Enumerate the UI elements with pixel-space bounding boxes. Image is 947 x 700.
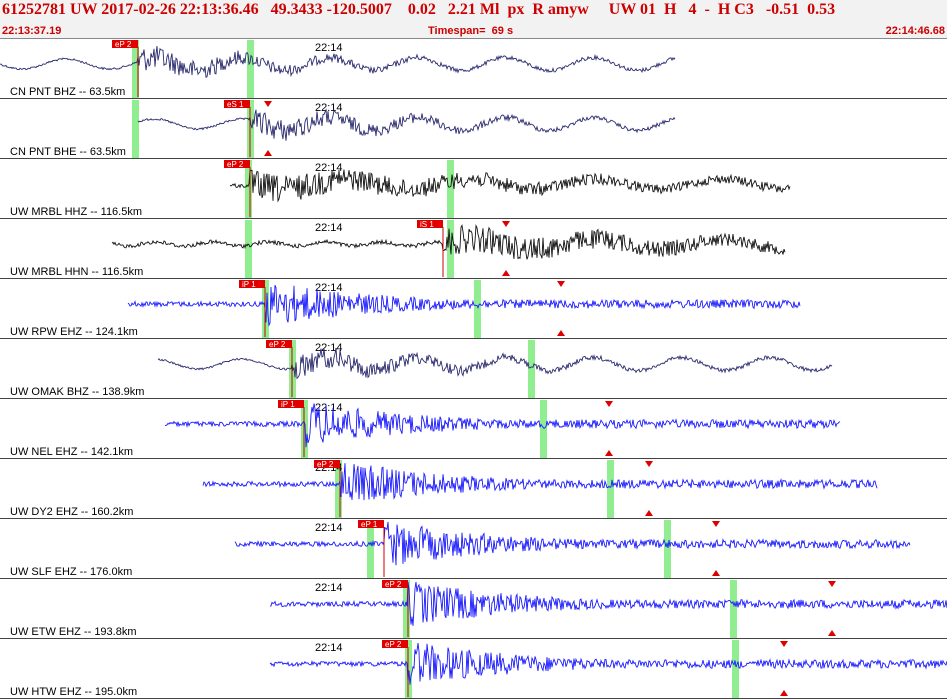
event-title: 61252781 UW 2017-02-26 22:13:36.46 49.34… — [2, 1, 836, 18]
seismogram-panel[interactable]: 22:14 eP 2 CN PNT BHZ -- 63.5km 22:14 eS 1 CN… — [0, 39, 947, 700]
pick-label: eP 1 — [361, 520, 378, 529]
pick-box[interactable] — [112, 40, 138, 48]
amplitude-arrow-down — [502, 221, 510, 227]
amplitude-arrow-down — [780, 641, 788, 647]
amplitude-arrow-up — [780, 690, 788, 696]
timespan-label: Timespan= 69 s — [428, 25, 514, 37]
pick-label: eP 2 — [385, 580, 402, 589]
minute-label: 22:14 — [315, 642, 343, 654]
pick-label: eP 2 — [317, 460, 334, 469]
phase-marker — [247, 40, 254, 98]
waveform-trace[interactable] — [234, 521, 911, 566]
station-label: UW MRBL HHZ -- 116.5km — [10, 206, 142, 218]
minute-label: 22:14 — [315, 522, 343, 534]
phase-marker — [540, 400, 547, 458]
amplitude-arrow-up — [712, 570, 720, 576]
minute-label: 22:14 — [315, 42, 343, 54]
amplitude-arrow-up — [828, 630, 836, 636]
minute-label: 22:14 — [315, 402, 343, 414]
amplitude-arrow-up — [264, 150, 272, 156]
amplitude-arrow-down — [557, 281, 565, 287]
pick-label: eP 2 — [269, 340, 286, 349]
minute-label: 22:14 — [315, 102, 343, 114]
waveform-trace[interactable] — [269, 581, 947, 626]
pick-label: eP 2 — [385, 640, 402, 649]
pick-box[interactable] — [266, 340, 292, 348]
end-time: 22:14:46.68 — [885, 25, 945, 37]
pick-box[interactable] — [382, 640, 408, 648]
pick-box[interactable] — [358, 520, 384, 528]
pick-box[interactable] — [224, 100, 250, 108]
phase-marker — [403, 580, 410, 638]
phase-marker — [664, 520, 671, 578]
start-time: 22:13:37.19 — [2, 25, 62, 37]
seismogram-canvas[interactable]: 22:14 eP 2 CN PNT BHZ -- 63.5km 22:14 eS 1 CN… — [0, 39, 947, 700]
minute-label: 22:14 — [315, 222, 343, 234]
station-label: UW NEL EHZ -- 142.1km — [10, 446, 133, 458]
waveform-trace[interactable] — [164, 403, 841, 448]
waveform-trace[interactable] — [157, 347, 833, 380]
phase-marker — [245, 220, 252, 278]
pick-label: iP 1 — [242, 280, 256, 289]
phase-marker — [474, 280, 481, 338]
amplitude-arrow-down — [605, 401, 613, 407]
minute-label: 22:14 — [315, 282, 343, 294]
amplitude-arrow-down — [712, 521, 720, 527]
waveform-trace[interactable] — [202, 463, 878, 501]
amplitude-arrow-down — [264, 101, 272, 107]
station-label: CN PNT BHE -- 63.5km — [10, 146, 126, 158]
waveform-trace[interactable] — [137, 108, 676, 141]
amplitude-arrow-up — [557, 330, 565, 336]
pick-box[interactable] — [382, 580, 408, 588]
pick-label: eP 2 — [227, 160, 244, 169]
waveform-trace[interactable] — [127, 285, 801, 327]
pick-box[interactable] — [239, 280, 265, 288]
phase-marker — [367, 520, 374, 578]
pick-label: iS 1 — [420, 220, 434, 229]
station-label: UW SLF EHZ -- 176.0km — [10, 566, 132, 578]
phase-marker — [447, 160, 454, 218]
pick-box[interactable] — [278, 400, 304, 408]
phase-marker — [730, 580, 737, 638]
waveform-trace[interactable] — [0, 46, 676, 78]
phase-marker — [732, 640, 739, 698]
pick-label: eP 2 — [115, 40, 132, 49]
amplitude-arrow-up — [605, 450, 613, 456]
station-label: UW RPW EHZ -- 124.1km — [10, 326, 138, 338]
pick-box[interactable] — [314, 460, 340, 468]
phase-marker — [132, 40, 139, 98]
pick-label: iP 1 — [281, 400, 295, 409]
phase-marker — [607, 460, 614, 518]
phase-marker — [245, 160, 252, 218]
minute-label: 22:14 — [315, 342, 343, 354]
minute-label: 22:14 — [315, 582, 343, 594]
waveform-trace[interactable] — [269, 643, 947, 685]
event-header: 61252781 UW 2017-02-26 22:13:36.46 49.34… — [0, 0, 947, 39]
station-label: CN PNT BHZ -- 63.5km — [10, 86, 125, 98]
pick-label: eS 1 — [227, 100, 244, 109]
station-label: UW ETW EHZ -- 193.8km — [10, 626, 137, 638]
phase-marker — [528, 340, 535, 398]
station-label: UW MRBL HHN -- 116.5km — [10, 266, 143, 278]
station-label: UW HTW EHZ -- 195.0km — [10, 686, 137, 698]
waveform-trace[interactable] — [111, 223, 786, 260]
amplitude-arrow-down — [645, 461, 653, 467]
amplitude-arrow-down — [828, 581, 836, 587]
minute-label: 22:14 — [315, 162, 343, 174]
station-label: UW DY2 EHZ -- 160.2km — [10, 506, 133, 518]
amplitude-arrow-up — [502, 270, 510, 276]
pick-box[interactable] — [417, 220, 443, 228]
waveform-trace[interactable] — [229, 169, 791, 203]
phase-marker — [335, 460, 342, 518]
station-label: UW OMAK BHZ -- 138.9km — [10, 386, 144, 398]
amplitude-arrow-up — [645, 510, 653, 516]
pick-box[interactable] — [224, 160, 250, 168]
phase-marker — [132, 100, 139, 158]
